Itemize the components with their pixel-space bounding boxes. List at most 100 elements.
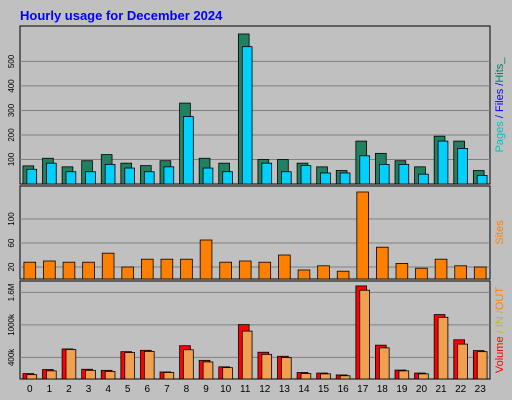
x-tick-label-21: 21 bbox=[435, 384, 447, 395]
bar-files-2 bbox=[65, 171, 77, 185]
x-tick-label-0: 0 bbox=[27, 384, 33, 395]
bar-sites-20 bbox=[415, 267, 428, 280]
panel-frame-1 bbox=[19, 185, 491, 280]
bar-files-22 bbox=[457, 148, 468, 185]
y-axis-label-2: Volume / IN /OUT bbox=[494, 287, 506, 374]
bar-files-9 bbox=[202, 167, 214, 185]
y-tick-label-1-2: 100 bbox=[7, 212, 16, 226]
y-axis-label-part-2-3: / bbox=[494, 309, 506, 316]
y-axis-label-part-2-0: Volume bbox=[494, 336, 506, 373]
bar-in-out-15 bbox=[320, 373, 331, 380]
x-tick-label-14: 14 bbox=[298, 384, 310, 395]
bar-in-out-23 bbox=[476, 351, 488, 380]
bar-files-4 bbox=[104, 163, 116, 185]
y-axis-label-part-0-2: Files bbox=[494, 88, 506, 112]
bar-in-out-1 bbox=[46, 370, 57, 380]
x-tick-label-5: 5 bbox=[125, 384, 131, 395]
y-tick-label-0-2: 300 bbox=[7, 103, 16, 117]
y-tick-label-0-0: 100 bbox=[7, 152, 16, 166]
bar-sites-6 bbox=[141, 258, 154, 280]
x-tick-label-4: 4 bbox=[105, 384, 111, 395]
x-tick-label-3: 3 bbox=[86, 384, 92, 395]
bar-in-out-16 bbox=[339, 375, 351, 380]
x-tick-label-23: 23 bbox=[475, 384, 487, 395]
bar-in-out-19 bbox=[398, 370, 410, 380]
y-tick-label-2-2: 1.6M bbox=[7, 283, 16, 301]
y-tick-label-0-4: 500 bbox=[7, 54, 16, 68]
y-axis-label-part-0-4: Hits bbox=[494, 63, 506, 82]
bar-sites-12 bbox=[258, 261, 272, 280]
bar-sites-2 bbox=[62, 261, 76, 280]
chart-title: Hourly usage for December 2024 bbox=[20, 8, 223, 23]
bar-in-out-5 bbox=[124, 352, 135, 380]
y-axis-label-part-2-4: OUT bbox=[494, 287, 506, 311]
x-tick-label-11: 11 bbox=[240, 384, 251, 395]
bar-sites-17 bbox=[356, 191, 369, 280]
bar-sites-10 bbox=[219, 261, 232, 280]
bar-files-17 bbox=[359, 155, 370, 185]
bar-sites-18 bbox=[376, 246, 389, 280]
bar-in-out-2 bbox=[65, 349, 77, 380]
bar-in-out-22 bbox=[457, 343, 468, 380]
bar-sites-4 bbox=[101, 252, 115, 280]
x-tick-label-12: 12 bbox=[259, 384, 271, 395]
x-tick-label-8: 8 bbox=[184, 384, 190, 395]
x-tick-label-6: 6 bbox=[145, 384, 151, 395]
y-axis-label-0: Pages / Files /Hits_ bbox=[494, 57, 506, 153]
y-tick-label-2-1: 1000k bbox=[7, 313, 16, 336]
panel-frame-0 bbox=[19, 25, 491, 185]
bar-files-18 bbox=[378, 163, 390, 185]
bar-sites-13 bbox=[278, 254, 291, 280]
bar-files-6 bbox=[143, 171, 155, 185]
bar-files-11 bbox=[241, 46, 253, 185]
y-tick-label-1-0: 20 bbox=[7, 262, 16, 271]
x-tick-label-20: 20 bbox=[416, 384, 428, 395]
y-axis-label-part-0-3: / bbox=[494, 82, 506, 89]
bar-sites-5 bbox=[121, 266, 134, 280]
bar-sites-21 bbox=[434, 258, 448, 280]
bar-in-out-6 bbox=[143, 350, 155, 380]
y-tick-label-1-1: 60 bbox=[7, 238, 16, 247]
bar-sites-11 bbox=[238, 260, 252, 280]
panel-frame-2 bbox=[19, 280, 491, 380]
x-tick-label-18: 18 bbox=[377, 384, 389, 395]
bar-files-1 bbox=[46, 162, 57, 185]
x-tick-label-10: 10 bbox=[220, 384, 232, 395]
y-tick-label-2-0: 400k bbox=[7, 348, 16, 366]
bar-in-out-18 bbox=[378, 347, 390, 380]
bar-in-out-0 bbox=[26, 374, 38, 380]
bar-sites-15 bbox=[317, 265, 330, 280]
bar-files-12 bbox=[261, 162, 273, 185]
bar-in-out-3 bbox=[85, 369, 96, 380]
bar-sites-0 bbox=[23, 261, 37, 280]
bar-in-out-14 bbox=[300, 373, 312, 380]
bar-in-out-7 bbox=[163, 372, 175, 380]
bar-sites-23 bbox=[473, 266, 487, 280]
bar-files-16 bbox=[339, 172, 351, 185]
bar-in-out-11 bbox=[241, 330, 253, 380]
bar-sites-8 bbox=[180, 258, 193, 280]
y-axis-label-part-0-0: Pages bbox=[494, 121, 506, 153]
bar-in-out-12 bbox=[261, 353, 273, 380]
bar-files-19 bbox=[398, 163, 410, 185]
x-tick-label-13: 13 bbox=[279, 384, 291, 395]
y-axis-label-part-0-1: / bbox=[494, 112, 506, 121]
bar-files-21 bbox=[437, 140, 449, 185]
bar-in-out-17 bbox=[359, 289, 370, 380]
bar-in-out-21 bbox=[437, 316, 449, 380]
x-tick-label-15: 15 bbox=[318, 384, 330, 395]
y-axis-label-1: Sites bbox=[494, 220, 506, 245]
bar-sites-14 bbox=[297, 269, 311, 280]
bar-in-out-4 bbox=[104, 371, 116, 380]
bar-files-3 bbox=[85, 171, 96, 185]
bar-sites-16 bbox=[336, 270, 350, 280]
x-tick-label-7: 7 bbox=[164, 384, 170, 395]
bar-sites-3 bbox=[82, 261, 95, 280]
x-tick-label-2: 2 bbox=[66, 384, 72, 395]
x-tick-label-1: 1 bbox=[47, 384, 53, 395]
bar-in-out-10 bbox=[222, 367, 233, 380]
bar-files-13 bbox=[281, 171, 292, 185]
bar-files-14 bbox=[300, 165, 312, 185]
x-tick-label-16: 16 bbox=[338, 384, 350, 395]
